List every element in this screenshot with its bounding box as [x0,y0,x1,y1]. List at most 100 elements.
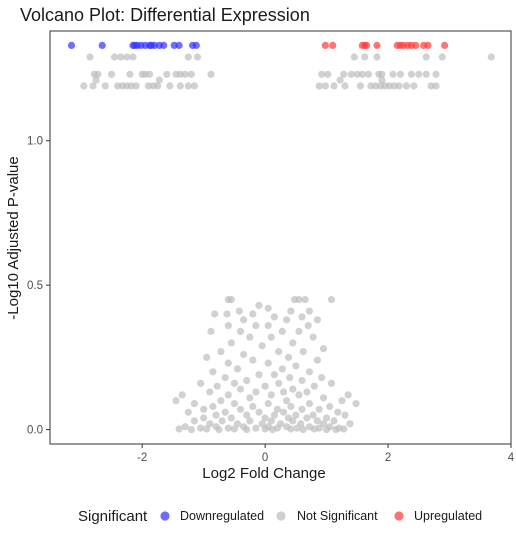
y-tick-label-1: 0.5 [27,280,43,292]
point-not-significant-150 [246,394,254,402]
point-not-significant-146 [267,391,275,399]
point-not-significant-4 [129,53,137,61]
point-not-significant-122 [278,365,286,373]
point-not-significant-41 [80,82,88,90]
point-upregulated-9 [412,41,420,50]
point-not-significant-67 [395,82,403,90]
point-not-significant-121 [233,365,242,373]
point-not-significant-129 [318,374,326,382]
point-not-significant-14 [94,70,102,78]
point-not-significant-32 [364,70,372,78]
y-tick-label-0: 0.0 [27,425,43,437]
point-not-significant-192 [313,417,321,425]
point-not-significant-168 [298,405,306,413]
point-not-significant-19 [146,70,154,78]
point-not-significant-225 [299,426,307,434]
point-not-significant-148 [178,391,186,399]
plot-points [67,41,495,434]
point-not-significant-106 [227,339,235,347]
y-tick-label-2: 1.0 [27,136,43,148]
point-not-significant-48 [132,82,140,90]
point-not-significant-58 [330,82,338,90]
point-not-significant-111 [275,348,283,356]
point-not-significant-180 [341,411,349,419]
point-not-significant-185 [303,414,311,422]
point-not-significant-228 [332,426,340,434]
point-not-significant-190 [267,417,275,425]
point-not-significant-210 [252,424,260,432]
legend-label-upregulated: Upregulated [414,509,482,523]
point-not-significant-186 [323,414,331,422]
point-not-significant-7 [487,53,495,61]
point-not-significant-169 [315,405,323,413]
point-not-significant-98 [304,322,312,330]
y-axis-title: -Log10 Adjusted P-value [5,156,22,319]
point-not-significant-123 [209,368,217,376]
point-not-significant-40 [432,70,440,78]
point-not-significant-97 [264,322,272,330]
point-not-significant-118 [224,359,232,367]
point-not-significant-104 [267,333,275,341]
point-not-significant-84 [235,307,243,315]
point-upregulated-12 [441,41,449,50]
point-not-significant-89 [249,310,257,318]
point-upregulated-1 [329,41,337,50]
point-not-significant-74 [336,76,344,84]
point-not-significant-47 [127,82,135,90]
point-not-significant-142 [252,388,260,396]
point-not-significant-80 [301,296,309,304]
point-not-significant-2 [117,53,125,61]
point-not-significant-221 [340,425,348,433]
point-not-significant-30 [353,70,361,78]
point-not-significant-43 [101,82,109,90]
point-not-significant-73 [155,76,163,84]
point-not-significant-71 [432,82,440,90]
point-not-significant-165 [200,405,208,413]
point-not-significant-130 [243,376,251,385]
point-not-significant-143 [280,388,288,396]
point-not-significant-162 [249,402,257,411]
point-not-significant-149 [344,391,352,399]
point-upregulated-4 [373,41,381,50]
point-not-significant-217 [230,425,238,433]
point-not-significant-0 [86,53,94,61]
point-not-significant-53 [176,82,184,90]
point-not-significant-164 [326,402,334,411]
point-not-significant-51 [154,82,162,90]
point-not-significant-145 [224,391,232,399]
point-not-significant-144 [303,388,311,396]
point-not-significant-83 [264,304,272,312]
point-not-significant-3 [123,53,131,61]
point-not-significant-195 [233,420,242,428]
point-not-significant-152 [172,397,180,405]
point-not-significant-94 [313,316,321,324]
point-not-significant-218 [261,425,269,433]
point-not-significant-219 [287,425,295,433]
point-not-significant-138 [310,382,318,390]
x-tick-label-0: -2 [137,452,147,464]
point-not-significant-57 [321,82,329,90]
point-not-significant-103 [246,333,254,341]
point-not-significant-201 [181,423,189,431]
point-not-significant-24 [187,70,195,78]
point-not-significant-177 [270,411,278,419]
point-not-significant-96 [252,322,260,330]
point-not-significant-171 [255,408,263,416]
point-not-significant-59 [341,82,349,90]
point-not-significant-100 [236,327,245,335]
point-not-significant-137 [261,382,269,390]
point-not-significant-131 [298,376,306,385]
point-not-significant-189 [246,417,254,425]
point-not-significant-37 [407,70,415,78]
x-axis-title: Log2 Fold Change [202,465,325,482]
point-not-significant-26 [318,70,326,78]
point-not-significant-167 [273,405,281,413]
point-not-significant-72 [92,76,100,84]
point-not-significant-136 [213,382,221,390]
point-not-significant-79 [295,296,303,304]
point-not-significant-5 [184,53,192,61]
point-not-significant-75 [378,76,386,84]
point-not-significant-23 [181,70,189,78]
point-not-significant-141 [206,388,214,396]
point-not-significant-35 [389,70,397,78]
